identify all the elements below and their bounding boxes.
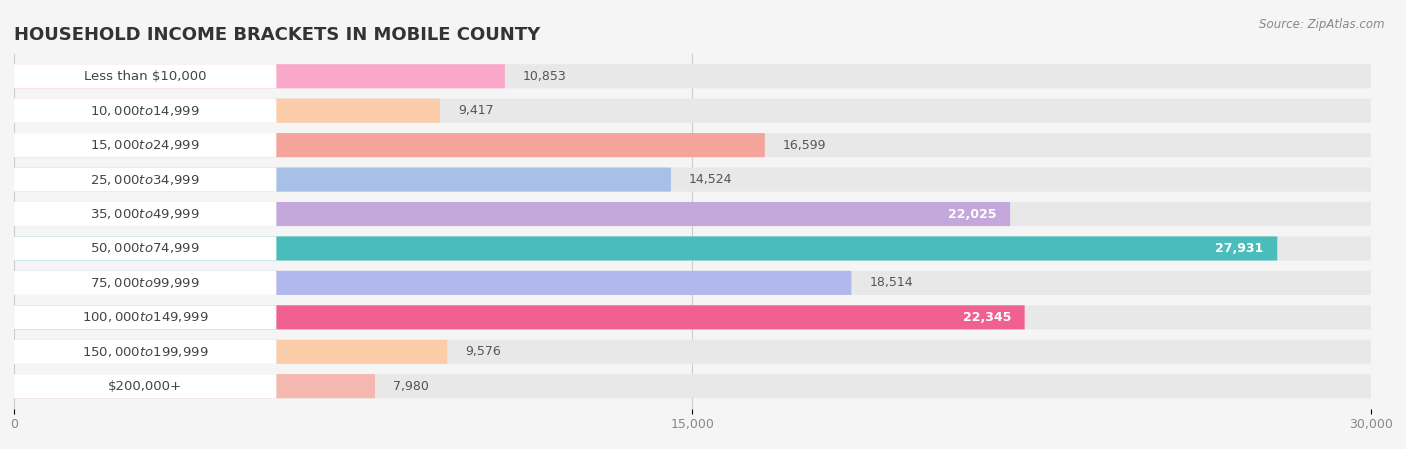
FancyBboxPatch shape xyxy=(14,167,671,192)
Text: $25,000 to $34,999: $25,000 to $34,999 xyxy=(90,172,200,187)
Text: 14,524: 14,524 xyxy=(689,173,733,186)
Text: $100,000 to $149,999: $100,000 to $149,999 xyxy=(82,310,208,324)
FancyBboxPatch shape xyxy=(14,64,1371,88)
Text: 9,417: 9,417 xyxy=(458,104,494,117)
FancyBboxPatch shape xyxy=(14,133,765,157)
FancyBboxPatch shape xyxy=(14,374,277,398)
FancyBboxPatch shape xyxy=(14,99,440,123)
FancyBboxPatch shape xyxy=(14,374,1371,398)
FancyBboxPatch shape xyxy=(14,340,1371,364)
Text: $35,000 to $49,999: $35,000 to $49,999 xyxy=(90,207,200,221)
FancyBboxPatch shape xyxy=(14,271,852,295)
Text: 22,345: 22,345 xyxy=(963,311,1011,324)
Text: HOUSEHOLD INCOME BRACKETS IN MOBILE COUNTY: HOUSEHOLD INCOME BRACKETS IN MOBILE COUN… xyxy=(14,26,540,44)
FancyBboxPatch shape xyxy=(14,374,375,398)
FancyBboxPatch shape xyxy=(14,305,1371,330)
FancyBboxPatch shape xyxy=(14,99,1371,123)
Text: Source: ZipAtlas.com: Source: ZipAtlas.com xyxy=(1260,18,1385,31)
FancyBboxPatch shape xyxy=(14,340,447,364)
Text: 16,599: 16,599 xyxy=(783,139,827,152)
FancyBboxPatch shape xyxy=(14,271,277,295)
FancyBboxPatch shape xyxy=(14,237,1371,260)
Text: 7,980: 7,980 xyxy=(394,380,429,393)
FancyBboxPatch shape xyxy=(14,133,277,157)
FancyBboxPatch shape xyxy=(14,64,505,88)
FancyBboxPatch shape xyxy=(14,133,1371,157)
FancyBboxPatch shape xyxy=(14,99,277,123)
FancyBboxPatch shape xyxy=(14,167,1371,192)
Text: Less than $10,000: Less than $10,000 xyxy=(84,70,207,83)
Text: 18,514: 18,514 xyxy=(869,277,912,290)
FancyBboxPatch shape xyxy=(14,202,1010,226)
Text: $75,000 to $99,999: $75,000 to $99,999 xyxy=(90,276,200,290)
FancyBboxPatch shape xyxy=(14,305,1025,330)
Text: $200,000+: $200,000+ xyxy=(108,380,183,393)
FancyBboxPatch shape xyxy=(14,167,277,192)
FancyBboxPatch shape xyxy=(14,271,1371,295)
Text: 9,576: 9,576 xyxy=(465,345,501,358)
FancyBboxPatch shape xyxy=(14,202,1371,226)
FancyBboxPatch shape xyxy=(14,237,277,260)
FancyBboxPatch shape xyxy=(14,237,1277,260)
FancyBboxPatch shape xyxy=(14,202,277,226)
Text: $150,000 to $199,999: $150,000 to $199,999 xyxy=(82,345,208,359)
FancyBboxPatch shape xyxy=(14,305,277,330)
FancyBboxPatch shape xyxy=(14,340,277,364)
Text: $15,000 to $24,999: $15,000 to $24,999 xyxy=(90,138,200,152)
Text: 10,853: 10,853 xyxy=(523,70,567,83)
Text: $50,000 to $74,999: $50,000 to $74,999 xyxy=(90,242,200,255)
Text: $10,000 to $14,999: $10,000 to $14,999 xyxy=(90,104,200,118)
Text: 22,025: 22,025 xyxy=(948,207,997,220)
Text: 27,931: 27,931 xyxy=(1215,242,1264,255)
FancyBboxPatch shape xyxy=(14,64,277,88)
